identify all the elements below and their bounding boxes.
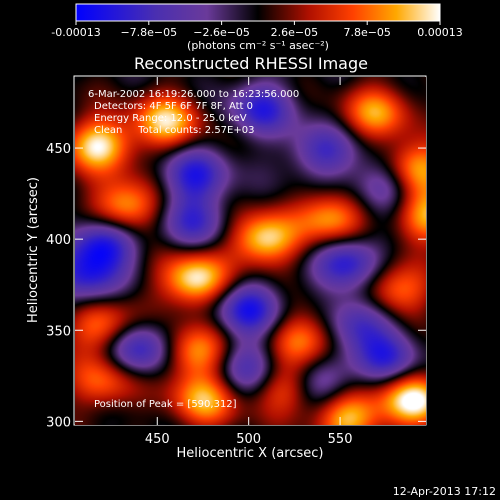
x-axis-label: Heliocentric X (arcsec) <box>177 446 324 461</box>
annotation-time-range: 6-Mar-2002 16:19:26.000 to 16:23:56.000 <box>88 89 299 100</box>
colorbar-tick-label: -0.00013 <box>51 26 100 39</box>
colorbar: -0.00013 −7.8e−05 −2.6e−05 2.6e−05 7.8e−05 0.… <box>51 3 463 52</box>
footer-date: 12-Apr-2013 17:12 <box>393 485 496 498</box>
colorbar-tick-label: −2.6e−05 <box>193 26 250 39</box>
colorbar-tick-label: 0.00013 <box>417 26 463 39</box>
colorbar-unit-label: (photons cm⁻² s⁻¹ asec⁻²) <box>187 39 329 52</box>
x-axis: 450 500 550 <box>145 77 353 447</box>
plot-frame <box>73 75 427 426</box>
heatmap-canvas <box>75 77 426 425</box>
colorbar-tick-label: −7.8e−05 <box>120 26 177 39</box>
colorbar-ticks: -0.00013 −7.8e−05 −2.6e−05 2.6e−05 7.8e−05 0.… <box>51 21 463 39</box>
y-tick-label: 450 <box>46 142 71 157</box>
y-axis: 300 350 400 450 <box>46 142 426 430</box>
annotation-detectors: Detectors: 4F 5F 6F 7F 8F, Att 0 <box>94 101 253 112</box>
colorbar-tick-label: 2.6e−05 <box>271 26 318 39</box>
peak-position-label: Position of Peak = [590,312] <box>94 399 237 410</box>
x-tick-label: 550 <box>328 432 353 447</box>
y-axis-label: Heliocentric Y (arcsec) <box>26 177 41 323</box>
x-tick-label: 500 <box>236 432 261 447</box>
y-tick-label: 300 <box>46 415 71 430</box>
chart-title: Reconstructed RHESSI Image <box>134 54 368 73</box>
annotation-energy-range: Energy Range: 12.0 - 25.0 keV <box>94 113 247 124</box>
heatmap <box>75 77 426 425</box>
y-tick-label: 400 <box>46 233 71 248</box>
annotation-clean-counts: Clean Total counts: 2.57E+03 <box>94 125 254 136</box>
y-tick-label: 350 <box>46 324 71 339</box>
colorbar-bar <box>75 3 441 22</box>
colorbar-tick-label: 7.8e−05 <box>343 26 390 39</box>
x-tick-label: 450 <box>145 432 170 447</box>
observation-annotations: 6-Mar-2002 16:19:26.000 to 16:23:56.000 … <box>88 89 299 410</box>
